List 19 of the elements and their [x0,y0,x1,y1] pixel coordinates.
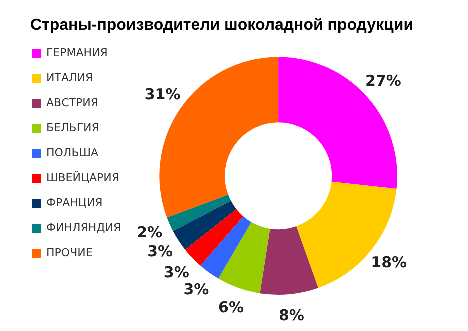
legend-label: ПРОЧИЕ [46,246,93,260]
data-label: 27% [366,72,402,90]
data-label: 3% [148,242,174,261]
data-label: 3% [164,263,190,282]
legend-label: ПОЛЬША [46,146,100,160]
legend-label: ФИНЛЯНДИЯ [46,221,122,234]
data-label: 6% [218,298,244,317]
legend-label: ИТАЛИЯ [46,71,94,84]
legend-label: БЕЛЬГИЯ [46,121,100,134]
data-label: 31% [144,86,181,104]
data-label: 8% [278,306,304,324]
data-label: 18% [371,253,408,272]
data-label: 3% [184,280,210,298]
legend-label: АВСТРИЯ [46,96,98,110]
data-label: 2% [137,223,163,242]
legend-label: ШВЕЙЦАРИЯ [46,170,120,184]
legend-label: ФРАНЦИЯ [46,196,103,210]
chart-title: Страны-производители шоколадной продукции [30,17,414,34]
legend-label: ГЕРМАНИЯ [46,46,108,60]
